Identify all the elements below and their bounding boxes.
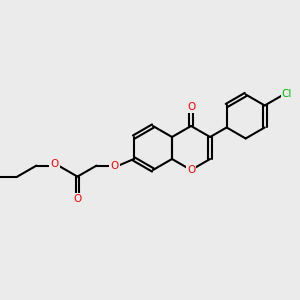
Text: O: O [187,102,195,112]
Text: O: O [187,165,195,175]
Text: O: O [110,160,118,171]
Text: O: O [73,194,82,204]
Text: Cl: Cl [282,89,292,100]
Text: O: O [50,159,59,169]
